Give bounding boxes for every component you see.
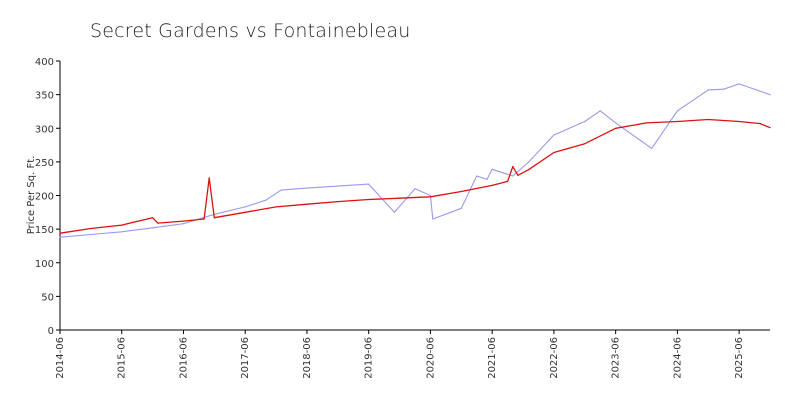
series-1-point <box>432 218 434 220</box>
x-tick-label: 2025-06 <box>734 337 745 379</box>
series-2-point <box>157 222 159 224</box>
x-tick-label: 2020-06 <box>425 337 436 379</box>
series-2-point <box>769 127 771 129</box>
series-2-point <box>460 190 462 193</box>
series-1-point <box>306 187 308 189</box>
series-1-point <box>429 194 431 197</box>
series-2-point <box>759 122 761 125</box>
series-1-point <box>723 88 725 90</box>
series-2-point <box>152 217 154 219</box>
series-2-point <box>182 220 185 222</box>
series-1-point <box>121 231 123 233</box>
series-2-point <box>306 203 308 205</box>
series-1-point <box>460 207 462 209</box>
series-2-point <box>90 227 92 230</box>
x-tick-label: 2018-06 <box>302 337 313 379</box>
x-tick-label: 2014-06 <box>55 337 66 379</box>
series-2-point <box>707 118 709 121</box>
series-1-point <box>59 236 61 238</box>
y-tick-label: 0 <box>48 326 54 337</box>
series-2-point <box>517 174 519 176</box>
series-2-point <box>203 218 205 220</box>
series-2-point <box>527 169 529 171</box>
series-2-point <box>676 120 679 123</box>
series-1-point <box>476 175 478 177</box>
chart-title: Secret Gardens vs Fontainebleau <box>90 20 411 42</box>
series-1-point <box>393 211 395 213</box>
ticks-layer: 0 50 100 150 200 250 300 350 400 2014-06 2015-06 20… <box>35 57 745 379</box>
series-1-point <box>651 147 653 149</box>
series-1-point <box>527 161 529 164</box>
y-tick-label: 150 <box>35 225 54 236</box>
x-tick-label: 2017-06 <box>240 337 251 379</box>
y-tick-label: 50 <box>41 292 54 303</box>
series-2 <box>59 118 771 234</box>
series-1-point <box>152 227 154 229</box>
x-tick-label: 2023-06 <box>611 337 622 379</box>
series-1-point <box>599 110 601 112</box>
x-tick-label: 2019-06 <box>364 337 375 379</box>
series-2-point <box>208 177 210 179</box>
series-2-point <box>512 166 514 168</box>
series-1-point <box>90 233 92 236</box>
y-tick-label: 100 <box>35 259 54 270</box>
series-1-point <box>615 122 617 124</box>
series-2-point <box>553 151 555 154</box>
series-1-point <box>486 178 488 180</box>
series-1-point <box>368 183 370 185</box>
x-tick-label: 2016-06 <box>178 337 189 379</box>
series-1-point <box>182 223 185 225</box>
series-1-point <box>512 175 514 177</box>
series-1-point <box>553 134 555 136</box>
y-tick-label: 300 <box>35 124 54 135</box>
series-2-point <box>399 197 401 199</box>
y-tick-label: 200 <box>35 192 54 203</box>
series-1-point <box>280 189 282 191</box>
series-2-point <box>213 217 215 219</box>
series-1-line <box>59 83 771 238</box>
series-2-point <box>507 180 509 182</box>
series-1-point <box>584 120 586 123</box>
series-2-line <box>59 118 771 234</box>
series-2-point <box>244 211 246 213</box>
series-2-point <box>337 201 339 203</box>
y-tick-label: 400 <box>35 57 54 68</box>
x-tick-label: 2024-06 <box>672 337 683 379</box>
series-1 <box>59 83 771 238</box>
series-1-point <box>337 185 339 187</box>
x-tick-label: 2015-06 <box>117 337 128 379</box>
series-2-point <box>275 206 277 208</box>
series-1-point <box>265 199 267 201</box>
series-1-point <box>414 188 416 190</box>
series-1-point <box>244 206 246 208</box>
series-1-point <box>769 94 771 96</box>
x-tick-label: 2022-06 <box>549 337 560 379</box>
series-2-point <box>429 196 431 198</box>
series-2-point <box>584 143 586 145</box>
y-tick-label: 250 <box>35 158 54 169</box>
series-2-point <box>738 120 740 123</box>
axes-layer: Price Per Sq. Ft. <box>26 61 770 331</box>
y-tick-label: 350 <box>35 91 54 102</box>
series-2-point <box>368 198 370 201</box>
series-1-point <box>707 89 709 91</box>
series-layer <box>59 83 771 238</box>
series-1-point <box>491 168 493 170</box>
series-2-point <box>491 184 493 186</box>
x-tick-label: 2021-06 <box>487 337 498 379</box>
series-1-point <box>676 110 679 112</box>
series-2-point <box>59 232 61 234</box>
y-axis-label: Price Per Sq. Ft. <box>26 156 37 235</box>
series-2-point <box>645 122 648 124</box>
series-2-point <box>121 224 123 226</box>
series-1-point <box>738 83 740 85</box>
series-2-point <box>615 127 617 129</box>
